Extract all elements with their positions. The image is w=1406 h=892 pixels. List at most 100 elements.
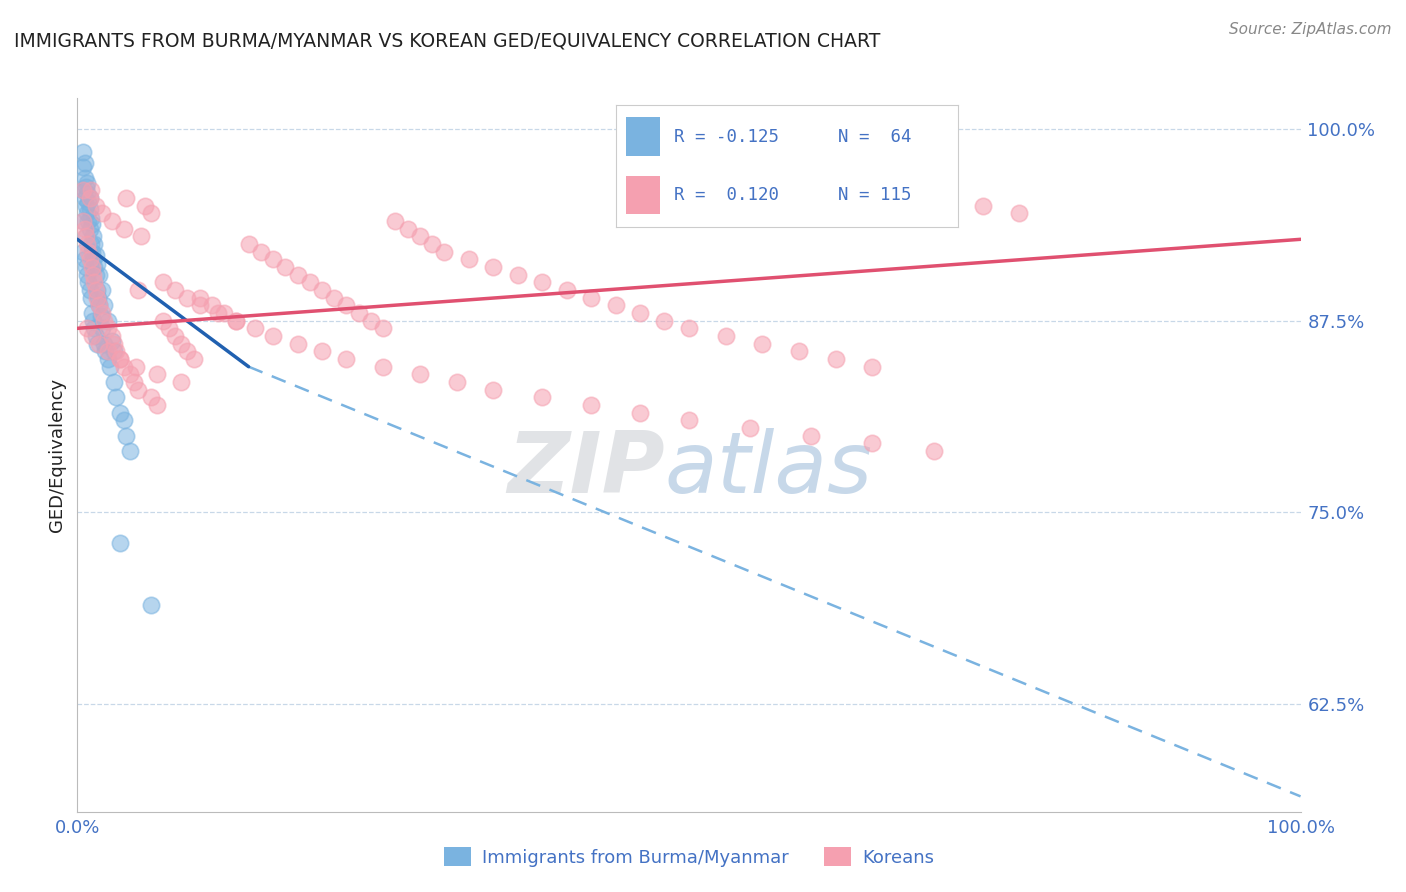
Point [79,191,101,205]
Point [800,428,823,442]
Point [212,306,235,320]
Point [84,283,107,297]
Point [579,291,602,305]
Point [72,214,94,228]
Point [86,291,108,305]
Point [84,329,107,343]
Point [654,313,676,327]
Point [188,298,211,312]
Point [105,344,128,359]
Point [371,321,394,335]
Point [134,198,156,212]
Point [125,359,148,374]
Point [80,217,103,231]
Point [89,336,111,351]
Point [76,268,98,282]
Point [80,306,103,320]
Point [82,229,104,244]
Point [86,283,108,297]
Point [170,336,193,351]
Point [605,298,627,312]
Point [103,336,125,351]
Point [157,321,180,335]
Point [112,413,135,427]
Point [176,291,198,305]
Point [311,283,333,297]
Point [335,351,357,366]
Point [75,198,97,212]
Point [287,336,309,351]
Point [97,321,120,335]
Point [80,244,103,259]
Point [115,428,138,442]
Point [90,283,112,297]
Point [409,368,432,382]
Point [420,236,443,251]
Point [118,444,141,458]
Point [371,359,394,374]
Point [80,211,103,225]
Point [207,306,229,320]
Point [628,306,651,320]
Point [73,221,96,235]
Point [482,383,505,397]
Point [108,536,131,550]
Point [79,202,101,216]
Point [97,313,120,327]
Point [170,375,193,389]
Point [83,260,105,274]
Point [433,244,456,259]
Point [72,183,94,197]
Point [83,236,105,251]
Point [311,344,333,359]
Legend: Immigrants from Burma/Myanmar, Koreans: Immigrants from Burma/Myanmar, Koreans [436,840,942,874]
Point [90,206,112,220]
Point [139,390,162,404]
Point [262,252,284,267]
Point [146,398,169,412]
Y-axis label: GED/Equivalency: GED/Equivalency [48,378,66,532]
Point [89,268,111,282]
Point [82,252,104,267]
Point [347,306,370,320]
Point [165,283,187,297]
Point [531,390,554,404]
Point [86,336,108,351]
Point [112,221,135,235]
Text: atlas: atlas [665,427,873,511]
Point [83,275,105,289]
Point [82,268,104,282]
Point [75,229,97,244]
Point [360,313,382,327]
Point [579,398,602,412]
Point [531,275,554,289]
Point [165,329,187,343]
Point [129,229,152,244]
Point [146,368,169,382]
Point [446,375,468,389]
Point [82,313,104,327]
Point [79,191,101,205]
Point [89,298,111,312]
Point [72,244,94,259]
Point [77,214,100,228]
Point [118,368,141,382]
Point [262,329,284,343]
Point [862,359,884,374]
Point [97,351,120,366]
Point [225,313,247,327]
Point [409,229,432,244]
Point [72,160,94,174]
Point [79,221,101,235]
Point [76,236,98,251]
Point [87,291,110,305]
Point [243,321,266,335]
Point [335,298,357,312]
Point [201,298,224,312]
Point [80,291,103,305]
Point [457,252,479,267]
Point [75,180,97,194]
Point [89,298,111,312]
Point [73,252,96,267]
Point [396,221,419,235]
